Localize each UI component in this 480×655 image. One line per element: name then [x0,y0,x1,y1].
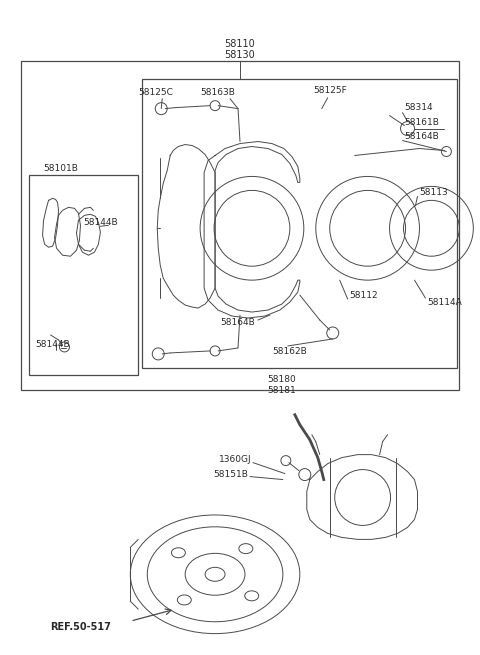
Text: 58181: 58181 [267,386,296,396]
Bar [142,79,457,368]
Text: 58163B: 58163B [201,88,236,97]
Bar [21,61,459,390]
Text: 58112: 58112 [350,291,378,299]
Text: 58130: 58130 [225,50,255,60]
Text: 58161B: 58161B [405,118,439,127]
Text: REF.50-517: REF.50-517 [50,622,111,632]
Text: 58113: 58113 [420,188,448,197]
Text: 58101B: 58101B [43,164,78,173]
Text: 58162B: 58162B [273,347,307,356]
Text: 58151B: 58151B [213,470,248,479]
Text: 58180: 58180 [267,375,296,384]
Bar [29,176,138,375]
Text: 58114A: 58114A [428,297,462,307]
Text: 58110: 58110 [225,39,255,49]
Text: 1360GJ: 1360GJ [219,455,252,464]
Text: 58144B: 58144B [36,341,70,350]
Text: 58314: 58314 [405,103,433,112]
Text: 58125F: 58125F [313,86,347,95]
Text: 58164B: 58164B [405,132,439,141]
Text: 58125C: 58125C [138,88,173,97]
Text: 58144B: 58144B [84,218,119,227]
Text: 58164B: 58164B [220,318,255,326]
